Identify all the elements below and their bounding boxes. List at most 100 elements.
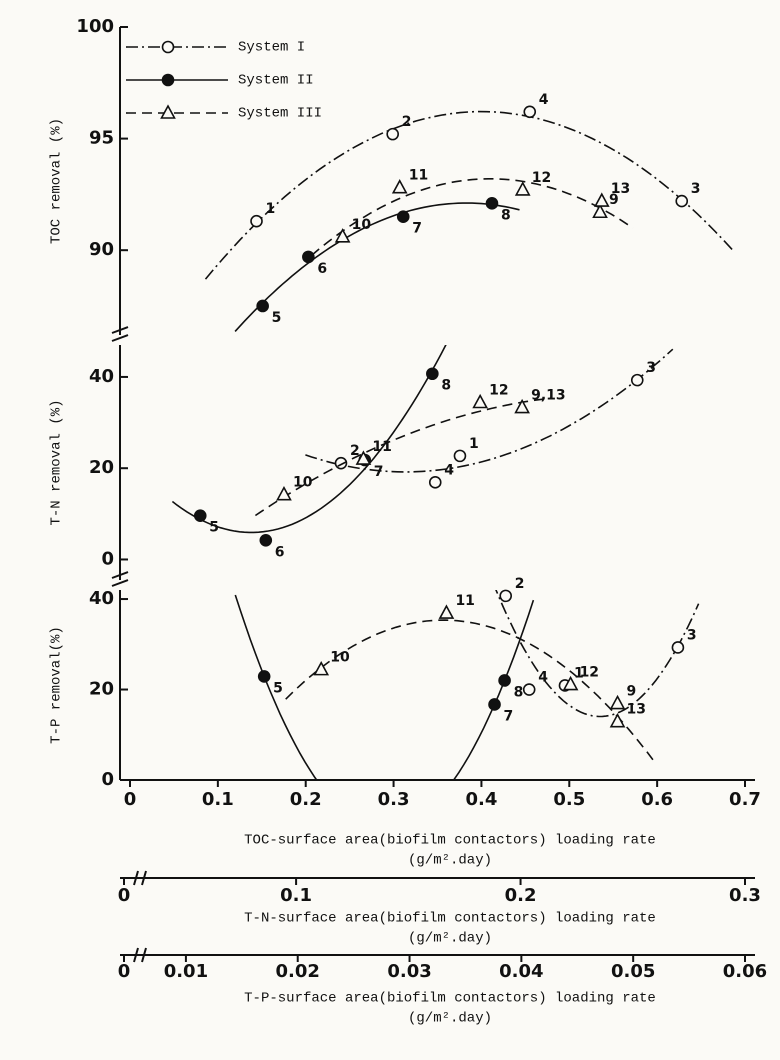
x-axis-label: (g/m².day) — [408, 1011, 492, 1027]
x-tick-label: 0.05 — [611, 961, 655, 982]
x-axis-label: T-N-surface area(biofilm contactors) loa… — [244, 911, 656, 927]
x-tick-label: 0.03 — [387, 961, 431, 982]
x-tick-label: 0.5 — [553, 789, 585, 810]
x-tick-label: 0.2 — [290, 789, 322, 810]
point-label: 10 — [352, 217, 372, 233]
x-tick-label: 0 — [118, 885, 131, 906]
point-label: 4 — [538, 670, 548, 686]
data-point — [522, 683, 536, 696]
data-point — [438, 604, 455, 619]
point-label: 6 — [317, 261, 327, 277]
data-point — [523, 105, 537, 119]
point-label: 11 — [455, 593, 474, 609]
data-point — [498, 674, 511, 687]
point-label: 12 — [532, 170, 551, 186]
x-tick-label: 0.4 — [465, 789, 497, 810]
trend-curve — [285, 619, 654, 761]
point-label: 7 — [412, 221, 422, 237]
trend-curve — [305, 348, 674, 473]
point-label: 5 — [273, 680, 283, 696]
y-tick-label: 20 — [89, 457, 114, 478]
point-label: 8 — [441, 378, 451, 394]
x-tick-label: 0.3 — [729, 885, 761, 906]
point-label: 9 — [627, 684, 637, 700]
legend-marker — [161, 40, 175, 54]
point-label: 9,13 — [531, 388, 566, 404]
data-point — [514, 181, 531, 196]
point-label: 13 — [611, 181, 630, 197]
data-point — [562, 675, 579, 691]
data-point — [334, 228, 351, 243]
y-axis-label: T-P removal(%) — [49, 626, 65, 744]
point-label: 6 — [275, 544, 285, 560]
data-point — [485, 197, 499, 210]
x-tick-label: 0.3 — [378, 789, 410, 810]
point-label: 5 — [272, 310, 282, 326]
data-point — [355, 450, 372, 465]
data-point — [259, 534, 273, 547]
x-tick-label: 0.01 — [164, 961, 208, 982]
point-label: 9 — [609, 192, 619, 208]
y-tick-label: 100 — [76, 16, 114, 37]
x-tick-label: 0.2 — [505, 885, 537, 906]
point-label: 2 — [350, 443, 360, 459]
point-label: 11 — [409, 168, 428, 184]
point-label: 13 — [627, 702, 646, 718]
y-tick-label: 40 — [89, 588, 114, 609]
data-point — [488, 698, 501, 711]
point-label: 4 — [539, 92, 549, 108]
y-tick-label: 90 — [89, 239, 114, 260]
data-point — [313, 660, 330, 676]
data-point — [428, 476, 442, 489]
data-point — [250, 214, 263, 228]
trend-curve — [254, 397, 551, 517]
data-point — [453, 449, 467, 463]
point-label: 3 — [687, 627, 697, 643]
point-label: 1 — [469, 436, 479, 452]
point-label: 8 — [501, 207, 511, 223]
legend-label: System III — [238, 106, 322, 122]
trend-curve — [310, 178, 634, 257]
x-axis-label: (g/m².day) — [408, 853, 492, 869]
data-point — [391, 179, 408, 194]
x-axis-break — [133, 870, 147, 886]
legend-label: System I — [238, 40, 305, 56]
point-label: 4 — [444, 462, 454, 478]
point-label: 7 — [504, 708, 514, 724]
x-tick-label: 0.06 — [723, 961, 767, 982]
point-label: 3 — [646, 360, 656, 376]
point-label: 1 — [266, 201, 276, 217]
point-label: 8 — [514, 684, 524, 700]
point-label: 2 — [515, 576, 525, 592]
point-label: 2 — [402, 114, 412, 130]
x-axis-label: T-P-surface area(biofilm contactors) loa… — [244, 991, 656, 1007]
point-label: 10 — [293, 475, 313, 491]
y-tick-label: 20 — [89, 679, 114, 700]
x-tick-label: 0.7 — [729, 789, 761, 810]
point-label: 7 — [374, 464, 384, 480]
y-tick-label: 0 — [101, 548, 114, 569]
data-point — [386, 127, 399, 141]
data-point — [593, 192, 610, 207]
data-point — [609, 712, 626, 728]
x-tick-label: 0.04 — [499, 961, 543, 982]
trend-curve — [234, 594, 535, 780]
data-point — [276, 485, 292, 501]
point-label: 3 — [691, 181, 701, 197]
trend-curve — [495, 590, 700, 718]
x-tick-label: 0 — [118, 961, 131, 982]
x-axis-label: (g/m².day) — [408, 931, 492, 947]
y-tick-label: 0 — [101, 769, 114, 790]
y-tick-label: 40 — [89, 366, 114, 387]
data-point — [592, 203, 608, 219]
data-point — [256, 299, 269, 313]
x-tick-label: 0.02 — [276, 961, 320, 982]
x-tick-label: 0.1 — [202, 789, 234, 810]
data-point — [609, 694, 626, 710]
point-label: 12 — [580, 665, 599, 681]
x-tick-label: 0 — [124, 789, 137, 810]
y-tick-label: 95 — [89, 128, 114, 149]
point-label: 10 — [330, 650, 350, 666]
data-point — [396, 210, 410, 224]
data-point — [630, 373, 644, 387]
